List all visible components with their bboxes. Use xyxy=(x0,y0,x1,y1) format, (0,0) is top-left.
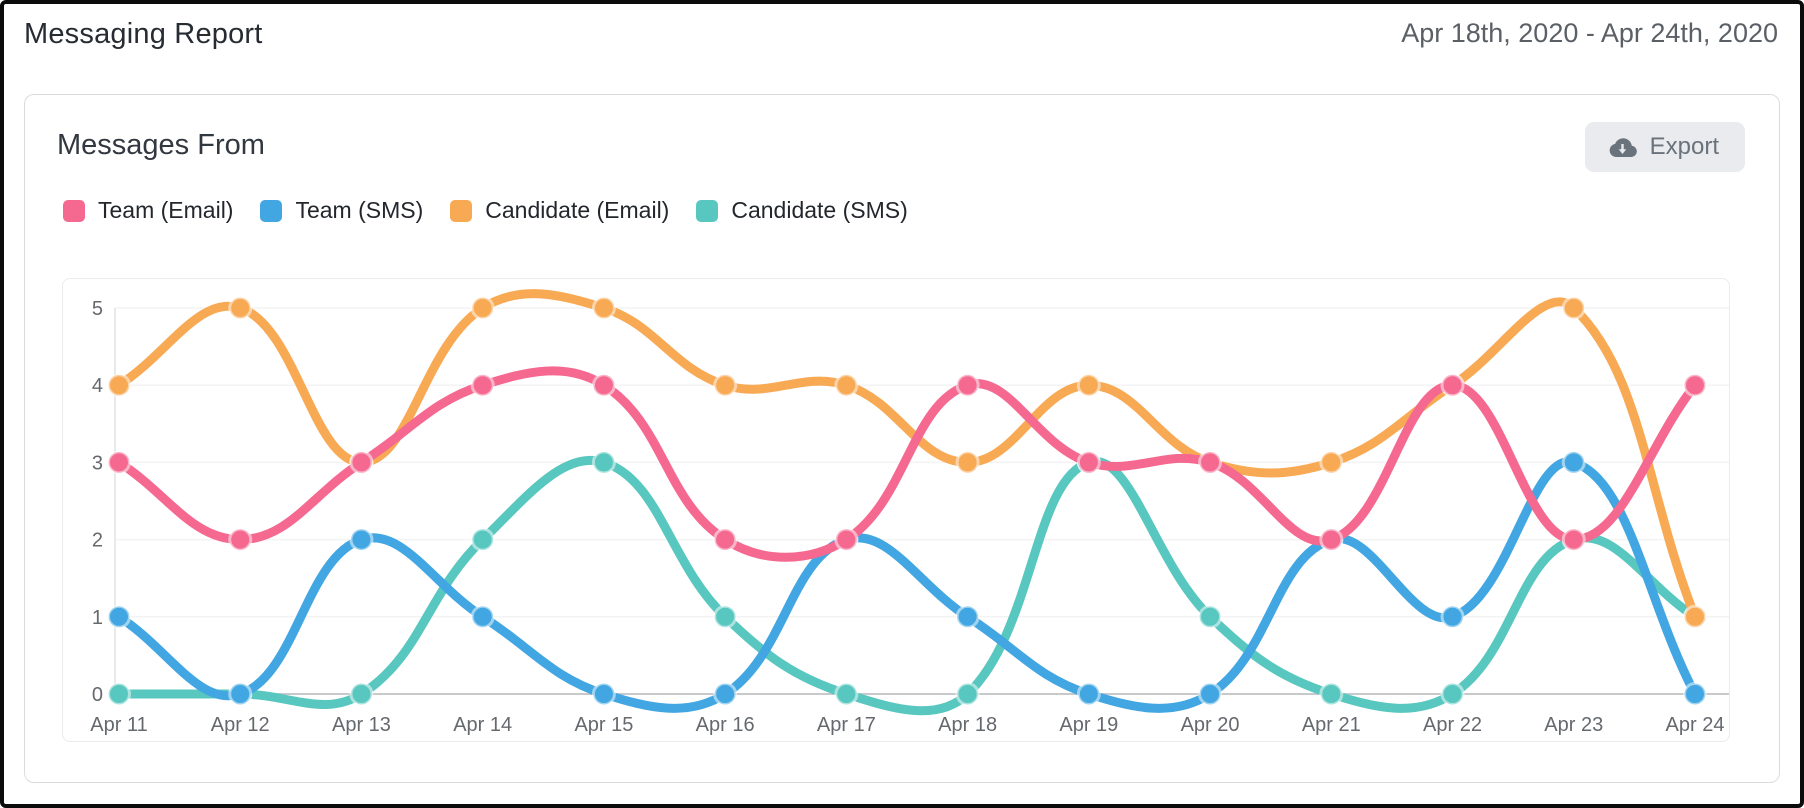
data-point-team-email[interactable] xyxy=(228,527,253,552)
y-tick-label: 4 xyxy=(92,375,103,397)
date-range: Apr 18th, 2020 - Apr 24th, 2020 xyxy=(1401,18,1778,48)
data-point-candidate-sms[interactable] xyxy=(470,527,495,552)
data-point-candidate-sms[interactable] xyxy=(1319,682,1344,706)
data-point-team-email[interactable] xyxy=(1076,450,1101,475)
x-tick-label: Apr 19 xyxy=(1059,714,1118,736)
data-point-team-email[interactable] xyxy=(1561,527,1586,552)
legend-item-team-sms[interactable]: Team (SMS) xyxy=(260,197,423,224)
x-tick-label: Apr 11 xyxy=(90,714,147,736)
data-point-team-email[interactable] xyxy=(591,373,616,398)
data-point-team-sms[interactable] xyxy=(1440,604,1465,629)
x-tick-label: Apr 15 xyxy=(574,714,633,736)
export-button[interactable]: Export xyxy=(1584,122,1745,172)
data-point-candidate-sms[interactable] xyxy=(955,682,980,706)
x-tick-label: Apr 24 xyxy=(1666,714,1725,736)
data-point-team-sms[interactable] xyxy=(713,682,738,706)
data-point-team-sms[interactable] xyxy=(1198,682,1223,706)
data-point-candidate-email[interactable] xyxy=(713,373,738,398)
legend-label: Team (Email) xyxy=(98,197,234,223)
y-tick-label: 5 xyxy=(92,298,103,320)
x-tick-label: Apr 12 xyxy=(211,714,270,736)
data-point-team-email[interactable] xyxy=(349,450,374,475)
data-point-candidate-email[interactable] xyxy=(1682,604,1707,629)
data-point-team-email[interactable] xyxy=(1440,373,1465,398)
data-point-candidate-email[interactable] xyxy=(834,373,859,398)
data-point-candidate-sms[interactable] xyxy=(713,604,738,629)
y-tick-label: 3 xyxy=(92,452,103,474)
data-point-candidate-sms[interactable] xyxy=(834,682,859,706)
legend-swatch xyxy=(260,199,283,222)
x-tick-label: Apr 17 xyxy=(817,714,876,736)
data-point-team-email[interactable] xyxy=(470,373,495,398)
card-header: Messages From Export xyxy=(25,95,1779,172)
chart-panel: 0 1 2 3 4 5 Apr 11 Apr 12 Apr 13 Apr 14 Apr 15 Apr … xyxy=(62,278,1730,742)
data-point-team-sms[interactable] xyxy=(1682,682,1707,706)
data-point-candidate-email[interactable] xyxy=(228,296,253,320)
data-point-team-sms[interactable] xyxy=(228,682,253,706)
x-tick-label: Apr 18 xyxy=(938,714,997,736)
data-point-team-sms[interactable] xyxy=(1076,682,1101,706)
data-point-candidate-sms[interactable] xyxy=(349,682,374,706)
data-point-candidate-email[interactable] xyxy=(470,296,495,320)
y-tick-label: 0 xyxy=(92,684,103,706)
data-point-team-email[interactable] xyxy=(1319,527,1344,552)
data-point-candidate-email[interactable] xyxy=(107,373,131,398)
legend-swatch xyxy=(63,199,85,222)
data-point-team-email[interactable] xyxy=(713,527,738,552)
x-tick-label: Apr 16 xyxy=(696,714,755,736)
line-chart: 0 1 2 3 4 5 Apr 11 Apr 12 Apr 13 Apr 14 Apr 15 Apr … xyxy=(90,289,1729,736)
report-header: Messaging Report Apr 18th, 2020 - Apr 24… xyxy=(4,4,1800,51)
legend-label: Team (SMS) xyxy=(295,197,424,223)
data-point-team-sms[interactable] xyxy=(591,682,616,706)
data-point-candidate-email[interactable] xyxy=(591,296,616,320)
legend-item-candidate-email[interactable]: Candidate (Email) xyxy=(450,197,669,224)
data-point-team-sms[interactable] xyxy=(349,527,374,552)
legend-label: Candidate (SMS) xyxy=(731,197,908,223)
data-point-team-email[interactable] xyxy=(1198,450,1223,475)
legend-item-candidate-sms[interactable]: Candidate (SMS) xyxy=(696,197,908,224)
data-point-team-sms[interactable] xyxy=(470,604,495,629)
y-tick-label: 2 xyxy=(92,530,103,552)
data-point-team-sms[interactable] xyxy=(107,604,131,629)
data-point-team-email[interactable] xyxy=(955,373,980,398)
x-tick-label: Apr 14 xyxy=(453,714,512,736)
x-tick-label: Apr 20 xyxy=(1181,714,1240,736)
data-point-candidate-email[interactable] xyxy=(1319,450,1344,475)
data-point-candidate-email[interactable] xyxy=(1076,373,1101,398)
series-line-candidate-sms xyxy=(114,455,1700,716)
x-tick-label: Apr 13 xyxy=(332,714,391,736)
data-point-candidate-sms[interactable] xyxy=(107,682,131,706)
data-point-team-sms[interactable] xyxy=(1561,450,1586,475)
data-point-candidate-sms[interactable] xyxy=(1198,604,1223,629)
cloud-download-icon xyxy=(1607,135,1638,160)
legend-item-team-email[interactable]: Team (Email) xyxy=(63,197,233,224)
data-point-candidate-sms[interactable] xyxy=(1440,682,1465,706)
data-point-candidate-email[interactable] xyxy=(1561,296,1586,320)
data-point-team-sms[interactable] xyxy=(955,604,980,629)
data-point-candidate-sms[interactable] xyxy=(591,450,616,475)
legend-swatch xyxy=(450,199,473,222)
data-point-team-email[interactable] xyxy=(1682,373,1707,398)
data-point-team-email[interactable] xyxy=(107,450,131,475)
data-point-team-email[interactable] xyxy=(834,527,859,552)
export-button-label: Export xyxy=(1649,133,1719,160)
messages-card: Messages From Export Team (Email) Team (S… xyxy=(24,94,1780,783)
x-tick-label: Apr 22 xyxy=(1423,714,1482,736)
series-line-team-sms xyxy=(114,457,1700,713)
card-title: Messages From xyxy=(57,129,265,161)
x-tick-label: Apr 21 xyxy=(1302,714,1361,736)
legend-swatch xyxy=(696,199,719,222)
data-point-candidate-email[interactable] xyxy=(955,450,980,475)
y-tick-label: 1 xyxy=(92,607,103,629)
page-title: Messaging Report xyxy=(24,18,263,50)
x-tick-label: Apr 23 xyxy=(1544,714,1603,736)
legend-label: Candidate (Email) xyxy=(485,197,670,223)
chart-legend: Team (Email) Team (SMS) Candidate (Email) C… xyxy=(25,172,1779,224)
